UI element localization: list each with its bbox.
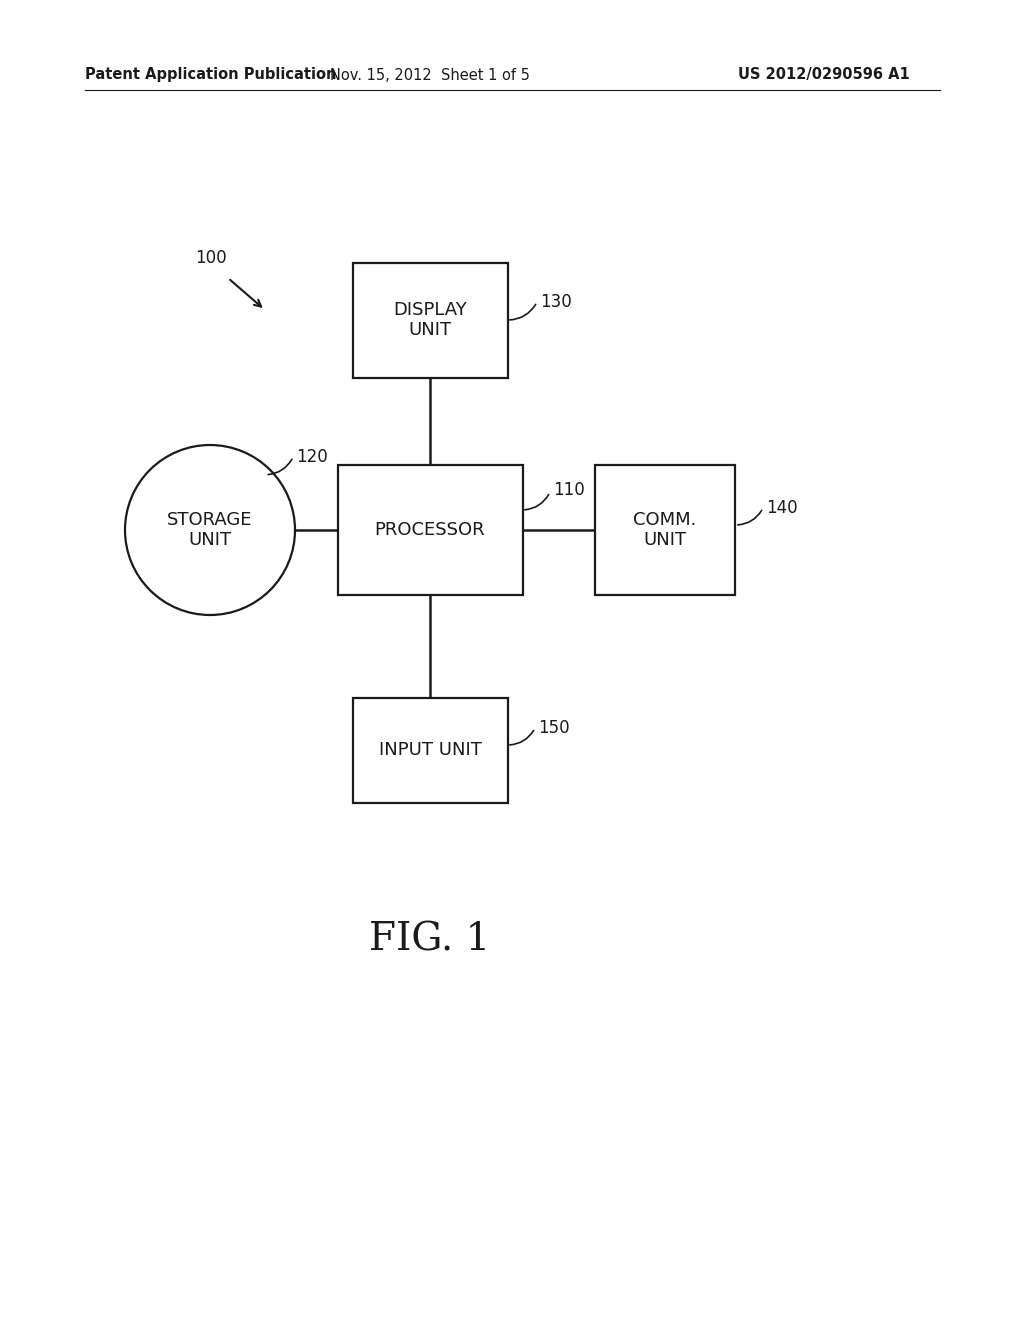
Bar: [352, 263, 508, 378]
Text: 100: 100: [195, 249, 226, 267]
Text: 150: 150: [538, 719, 569, 737]
Text: 120: 120: [296, 447, 328, 466]
Text: 110: 110: [553, 480, 585, 499]
Text: COMM.
UNIT: COMM. UNIT: [633, 511, 696, 549]
Text: Patent Application Publication: Patent Application Publication: [85, 67, 337, 82]
Text: INPUT UNIT: INPUT UNIT: [379, 741, 481, 759]
Text: 130: 130: [540, 293, 571, 312]
Bar: [352, 697, 508, 803]
Text: PROCESSOR: PROCESSOR: [375, 521, 485, 539]
Bar: [338, 465, 522, 595]
Text: DISPLAY
UNIT: DISPLAY UNIT: [393, 301, 467, 339]
Text: 140: 140: [766, 499, 798, 517]
Text: STORAGE
UNIT: STORAGE UNIT: [167, 511, 253, 549]
Text: US 2012/0290596 A1: US 2012/0290596 A1: [738, 67, 910, 82]
Text: Nov. 15, 2012  Sheet 1 of 5: Nov. 15, 2012 Sheet 1 of 5: [330, 67, 530, 82]
Bar: [595, 465, 735, 595]
Text: FIG. 1: FIG. 1: [370, 921, 490, 958]
Ellipse shape: [125, 445, 295, 615]
